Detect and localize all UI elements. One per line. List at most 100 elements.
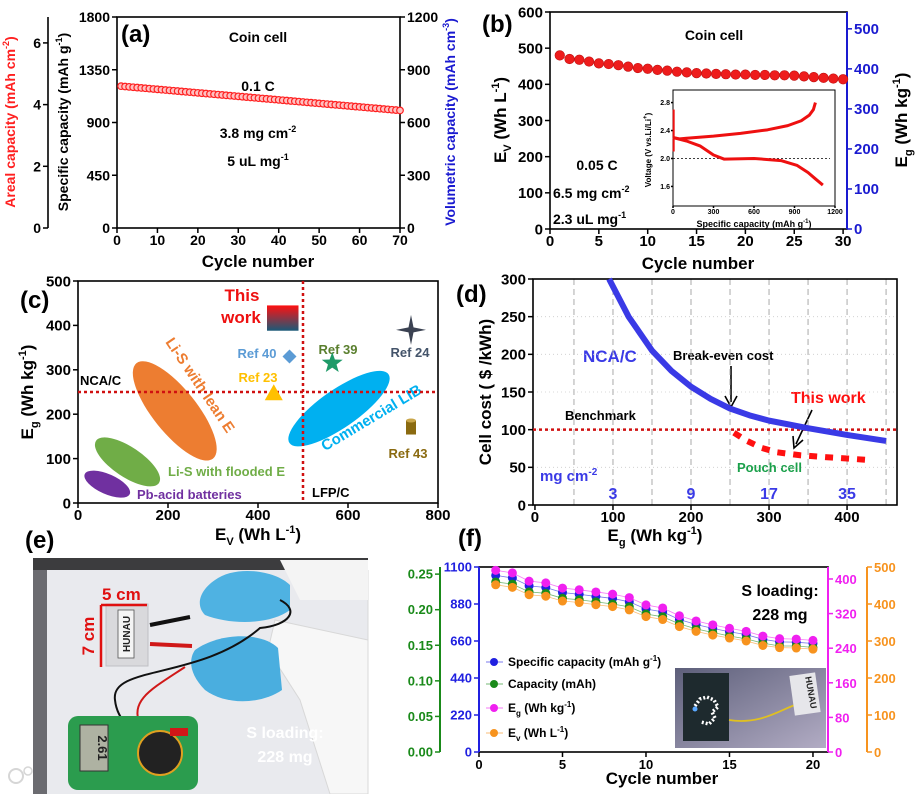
x-tick-label: 400 — [835, 509, 860, 526]
y-tick-label: 100 — [874, 708, 896, 723]
legend-label-part: Capacity (mAh) — [508, 677, 596, 691]
data-point — [775, 643, 785, 653]
data-point — [491, 580, 501, 590]
y-tick-label: 4 — [33, 97, 41, 113]
x-tick-label: 800 — [425, 507, 450, 524]
x-axis-title: Cycle number — [606, 769, 719, 788]
loading-label: 17 — [760, 486, 778, 503]
y-tick-label: 2.4 — [660, 128, 670, 135]
y-tick-label: 600 — [518, 4, 543, 21]
y-tick-label: 2 — [33, 158, 41, 174]
y-tick-label: 0.00 — [408, 745, 433, 760]
loading-label: 3 — [609, 486, 618, 503]
break-even-label: Break-even cost — [673, 348, 774, 363]
y-tick-label: 400 — [874, 597, 896, 612]
y-tick-label: 400 — [854, 61, 879, 78]
rate-annotation: 0.05 C — [576, 157, 617, 173]
this-work-label: This — [225, 286, 260, 305]
y-tick-label: 220 — [450, 708, 472, 723]
data-point — [641, 600, 651, 610]
x-tick-label: 300 — [757, 509, 782, 526]
legend-label-part: -1 — [557, 725, 565, 734]
y-tick-label: 200 — [501, 347, 526, 364]
x-tick-label: 400 — [245, 507, 270, 524]
diamond-marker-icon — [282, 349, 297, 364]
led-panel — [683, 673, 729, 741]
chart-title: Coin cell — [685, 27, 743, 43]
meter-reading: 2.61 — [95, 735, 110, 760]
plot-frame — [116, 16, 401, 229]
y-tick-label: 400 — [835, 572, 857, 587]
y-tick-label: 300 — [46, 362, 71, 379]
y-tick-label: 0 — [102, 220, 110, 236]
region-ellipse — [84, 470, 131, 498]
legend-label-part: ) — [564, 726, 568, 740]
data-point — [730, 69, 741, 80]
data-point — [591, 600, 601, 610]
data-point — [791, 643, 801, 653]
y-tick-label: 300 — [407, 167, 431, 183]
ref-24-label: Ref 24 — [390, 345, 430, 360]
specific-axis-title: Specific capacity (mAh g-1) — [54, 33, 71, 211]
star-marker-icon — [321, 352, 343, 373]
x-tick-label: 20 — [737, 233, 754, 250]
y-tick-label: 200 — [874, 671, 896, 686]
data-point — [798, 71, 810, 82]
data-point — [708, 630, 718, 640]
data-point — [524, 576, 534, 586]
y-tick-label: 600 — [407, 115, 431, 131]
panel-a-chart: (a) Coin cell 0.1 C 3.8 mg cm-2 5 uL mg-… — [1, 9, 458, 271]
pb-acid-label: Pb-acid batteries — [137, 487, 242, 502]
data-point — [837, 74, 849, 85]
y-tick-label: 80 — [835, 710, 849, 725]
panel-c-chart: (c) EV (Wh L-1) Eg (Wh kg-1) This work N… — [17, 273, 451, 548]
y-tick-label: 900 — [407, 62, 431, 78]
data-point — [759, 69, 771, 81]
probe-jack — [170, 728, 188, 736]
rate-annotation: 0.1 C — [241, 78, 274, 94]
y-tick-label: 150 — [501, 384, 526, 401]
y-tick-label: 300 — [501, 271, 526, 288]
x-tick-label: 10 — [639, 233, 656, 250]
data-point — [396, 106, 404, 115]
x-tick-label: 200 — [678, 509, 703, 526]
legend-label-part: ) — [571, 701, 575, 715]
legend-label-part: E — [508, 701, 516, 715]
y-tick-label: 6 — [33, 35, 41, 51]
x-tick-label: 0 — [74, 507, 82, 524]
this-work-marker — [267, 305, 299, 331]
x-tick-label: 60 — [352, 232, 368, 248]
data-point — [541, 578, 551, 588]
x-tick-label: 30 — [835, 233, 852, 250]
data-point — [624, 593, 634, 603]
y-tick-label: 1350 — [79, 62, 110, 78]
sparkle-marker-icon — [396, 314, 426, 345]
region-ellipse — [132, 361, 217, 461]
x-tick-label: 600 — [748, 209, 760, 216]
data-point — [658, 603, 668, 613]
legend-label: Capacity (mAh) — [508, 677, 596, 691]
y-tick-label: 100 — [46, 451, 71, 468]
legend-label-part: ) — [657, 655, 661, 669]
data-point — [608, 602, 618, 612]
caption-line-1: S loading: — [246, 725, 323, 742]
nca-c-label: NCA/C — [80, 373, 122, 388]
y-tick-label: 450 — [87, 167, 111, 183]
data-point — [724, 623, 734, 633]
x-tick-label: 70 — [392, 232, 408, 248]
y-tick-label: 320 — [835, 607, 857, 622]
x-tick-label: 15 — [722, 757, 736, 772]
x-tick-label: 20 — [806, 757, 820, 772]
y-tick-label: 0.05 — [408, 709, 433, 724]
data-point — [557, 596, 567, 606]
panel-b-chart: (b) Coin cell 0.05 C 6.5 mg cm-2 2.3 uL … — [482, 4, 915, 273]
data-point — [524, 590, 534, 600]
this-work-curve — [732, 430, 867, 463]
s-loading-value: 228 mg — [752, 607, 807, 624]
this-work-label: work — [220, 308, 261, 327]
glove-icon — [191, 636, 282, 702]
height-label: 7 cm — [79, 617, 98, 656]
data-point — [623, 61, 634, 72]
x-tick-label: 15 — [688, 233, 705, 250]
ref-39-label: Ref 39 — [318, 342, 357, 357]
